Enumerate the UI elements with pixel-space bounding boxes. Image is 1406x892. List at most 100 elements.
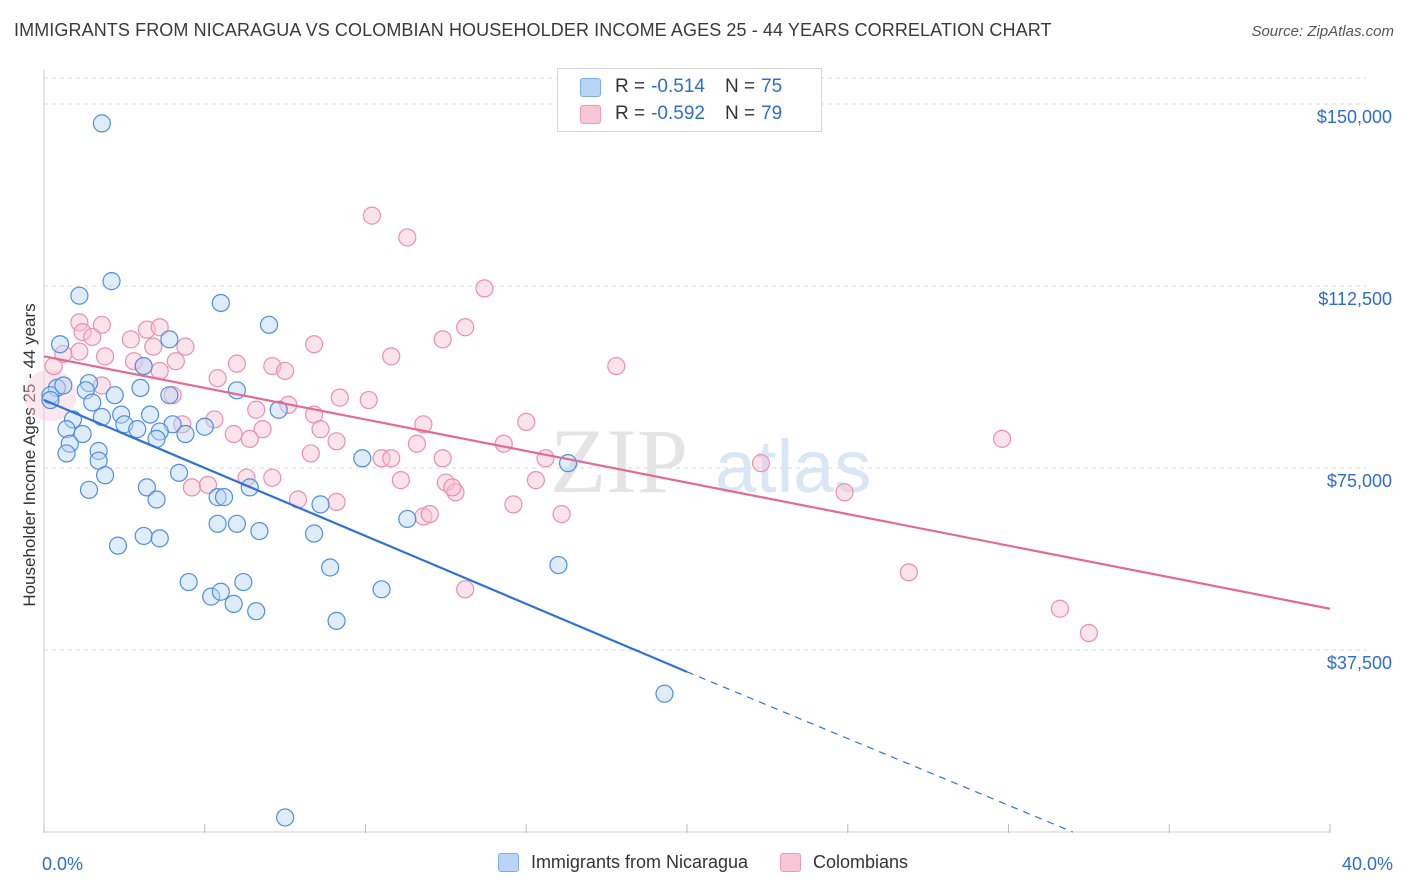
nicaragua-point xyxy=(211,582,230,601)
nicaragua-point xyxy=(321,558,340,577)
nicaragua-point xyxy=(131,378,150,398)
nicaragua-point xyxy=(176,424,195,444)
colombians-point xyxy=(456,580,475,599)
y-tick-label: $150,000 xyxy=(1317,107,1392,127)
nicaragua-point xyxy=(372,580,391,599)
nicaragua-point xyxy=(655,684,674,703)
axes xyxy=(43,70,1331,833)
legend-n-label: N = xyxy=(724,103,756,124)
legend-n-label: N = xyxy=(724,76,756,97)
legend-swatch-blue xyxy=(497,853,519,872)
nicaragua-point xyxy=(208,488,227,507)
colombians-point xyxy=(494,434,513,453)
nicaragua-point xyxy=(234,572,253,592)
x-tick-label: 40.0% xyxy=(1342,854,1393,874)
colombians-point xyxy=(176,337,195,356)
colombians-point xyxy=(751,454,771,473)
nicaragua-point xyxy=(73,424,92,444)
colombians-point xyxy=(362,206,382,225)
nicaragua-point xyxy=(102,272,121,291)
colombians-point xyxy=(433,330,452,349)
legend-r-label: R = xyxy=(615,76,646,97)
colombians-point xyxy=(517,412,536,431)
nicaragua-point xyxy=(202,587,221,606)
legend-swatch-pink xyxy=(780,853,802,872)
colombians-point xyxy=(475,279,494,298)
nicaragua-point xyxy=(108,536,128,555)
colombians-point xyxy=(443,478,462,497)
colombians-trend-line xyxy=(43,355,1331,610)
y-tick-label: $112,500 xyxy=(1318,289,1392,309)
nicaragua-point xyxy=(112,405,131,424)
colombians-point xyxy=(536,449,555,468)
nicaragua-point xyxy=(549,555,568,575)
nicaragua-point xyxy=(79,480,99,499)
nicaragua-point xyxy=(150,529,169,548)
legend-swatch-blue xyxy=(580,77,601,97)
colombians-point xyxy=(276,361,295,381)
nicaragua-point xyxy=(250,521,269,541)
nicaragua-point xyxy=(50,335,70,354)
nicaragua-point xyxy=(247,602,266,621)
nicaragua-point xyxy=(83,393,102,412)
nicaragua-point xyxy=(304,524,324,543)
x-tick-label: 0.0% xyxy=(42,854,83,874)
nicaragua-point xyxy=(353,449,372,468)
nicaragua-point xyxy=(89,441,108,461)
colombians-point xyxy=(54,344,73,364)
colombians-point xyxy=(73,322,92,342)
legend-n-value: 79 xyxy=(761,103,783,124)
colombians-point xyxy=(166,352,185,371)
colombians-point xyxy=(70,313,89,332)
colombians-point xyxy=(456,318,475,337)
colombians-point xyxy=(247,400,266,419)
colombians-point xyxy=(124,352,144,371)
colombians-point xyxy=(899,563,918,582)
colombians-point xyxy=(327,432,346,451)
trend-lines xyxy=(43,355,1331,833)
colombians-point xyxy=(407,434,427,453)
nicaragua-point xyxy=(398,509,417,529)
nicaragua-point xyxy=(134,526,153,546)
colombians-point xyxy=(144,337,163,356)
colombians-point xyxy=(95,347,115,366)
nicaragua-point xyxy=(224,594,243,613)
colombians-point xyxy=(330,388,349,407)
nicaragua-point xyxy=(327,611,346,630)
colombians-point xyxy=(263,468,282,487)
colombians-point xyxy=(526,471,545,490)
nicaragua-point xyxy=(179,572,198,592)
legend-item-colombians: Colombians xyxy=(780,852,908,873)
colombians-point xyxy=(70,342,89,361)
colombians-point xyxy=(227,354,246,373)
colombians-point xyxy=(372,449,391,468)
legend-item-nicaragua: Immigrants from Nicaragua xyxy=(497,852,748,873)
colombians-point xyxy=(198,475,218,495)
colombians-point xyxy=(253,420,272,439)
nicaragua-point xyxy=(70,286,89,305)
nicaragua-points xyxy=(41,114,674,827)
nicaragua-point xyxy=(54,376,73,395)
colombians-point xyxy=(607,356,626,376)
chart-title: IMMIGRANTS FROM NICARAGUA VS COLOMBIAN H… xyxy=(14,20,1052,40)
nicaragua-point xyxy=(311,495,330,514)
colombians-point xyxy=(504,495,523,514)
watermark: ZIP atlas xyxy=(550,410,871,512)
nicaragua-trend-line-extension xyxy=(686,671,1074,833)
colombians-point xyxy=(121,330,140,349)
colombians-point xyxy=(359,390,378,410)
colombians-point xyxy=(208,369,227,388)
nicaragua-point xyxy=(169,463,189,482)
legend-r-label: R = xyxy=(615,103,646,124)
colombians-point xyxy=(327,492,346,512)
colombians-point xyxy=(92,315,111,334)
y-tick-label: $37,500 xyxy=(1327,653,1392,673)
nicaragua-point xyxy=(214,488,234,507)
nicaragua-point xyxy=(160,386,179,405)
nicaragua-point xyxy=(128,420,147,439)
nicaragua-point xyxy=(147,490,166,509)
colombians-point xyxy=(382,449,401,468)
nicaragua-point xyxy=(211,293,230,313)
colombians-point xyxy=(835,483,854,502)
nicaragua-point xyxy=(160,330,179,349)
